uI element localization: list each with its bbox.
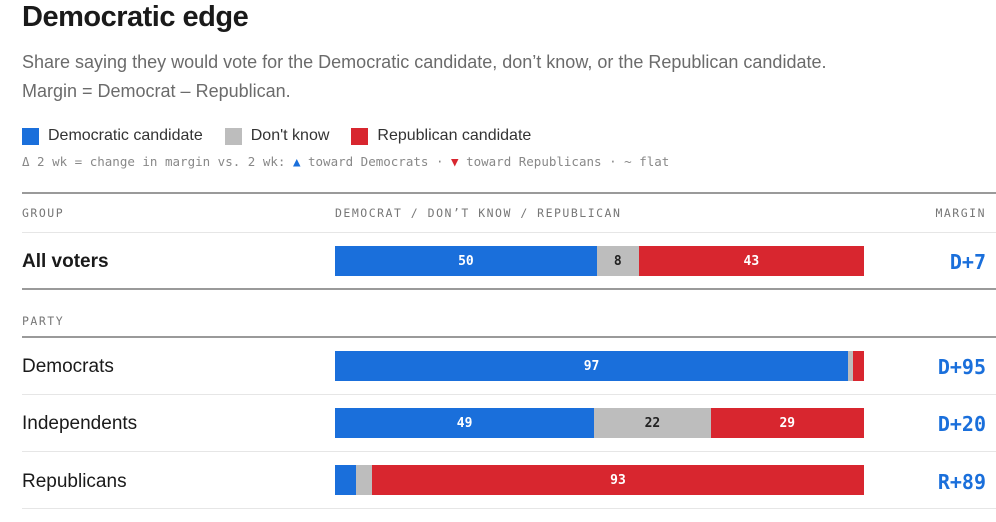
delta-note-separator: · — [435, 154, 444, 169]
bar-segment-democrat — [335, 465, 357, 495]
legend-label-democratic: Democratic candidate — [48, 127, 203, 144]
bar-segment-dont-know — [848, 351, 854, 381]
bar-democrats: 97 — [335, 351, 864, 381]
legend-label-dont-know: Don't know — [250, 127, 330, 144]
bar-segment-democrat: 49 — [335, 408, 595, 438]
section-label-party: PARTY — [22, 314, 65, 328]
bar-segment-republican: 93 — [372, 465, 864, 495]
bar-segment-dont-know: 22 — [594, 408, 711, 438]
column-header-group: GROUP — [22, 206, 65, 220]
legend-item-democratic: Democratic candidate — [22, 127, 203, 145]
chart-title: Democratic edge — [22, 1, 249, 33]
delta-note-up-text: toward Democrats — [308, 154, 429, 169]
row-divider — [22, 451, 996, 452]
triangle-up-icon: ▲ — [292, 154, 301, 169]
bar-republicans: 93 — [335, 465, 864, 495]
bar-segment-republican: 43 — [638, 246, 864, 276]
margin-all-voters: D+7 — [949, 250, 986, 274]
legend: Democratic candidate Don't know Republic… — [22, 125, 553, 147]
delta-note-prefix: Δ 2 wk = change in margin vs. 2 wk: — [22, 154, 286, 169]
row-divider — [22, 394, 996, 395]
legend-item-republican: Republican candidate — [351, 127, 531, 145]
delta-note-down-text: toward Republicans — [466, 154, 602, 169]
legend-item-dont-know: Don't know — [224, 127, 330, 145]
margin-independents: D+20 — [937, 412, 986, 436]
bar-segment-republican — [853, 351, 864, 381]
chart-subtitle: Share saying they would vote for the Dem… — [22, 52, 827, 101]
row-label-democrats: Democrats — [22, 356, 114, 377]
section-rule-top — [22, 288, 996, 290]
bar-independents: 49 22 29 — [335, 408, 864, 438]
delta-note: Δ 2 wk = change in margin vs. 2 wk: ▲ to… — [22, 154, 669, 169]
column-header-bars: DEMOCRAT / DON’T KNOW / REPUBLICAN — [335, 206, 622, 220]
delta-note-separator: · — [609, 154, 617, 169]
delta-note-flat-text: ~ flat — [624, 154, 670, 169]
legend-swatch-dont-know — [224, 127, 242, 145]
margin-republicans: R+89 — [937, 470, 986, 494]
section-rule-bottom — [22, 336, 996, 338]
row-label-all-voters: All voters — [22, 251, 109, 272]
bar-segment-republican: 29 — [710, 408, 864, 438]
row-label-independents: Independents — [22, 413, 138, 434]
row-label-republicans: Republicans — [22, 471, 127, 492]
row-divider — [22, 508, 996, 509]
bar-segment-dont-know — [356, 465, 373, 495]
bar-segment-democrat: 97 — [335, 351, 849, 381]
legend-swatch-republican — [351, 127, 369, 145]
margin-democrats: D+95 — [937, 355, 986, 379]
column-header-rule — [22, 232, 996, 233]
column-header-margin: MARGIN — [935, 206, 986, 220]
header-rule — [22, 192, 996, 194]
legend-swatch-democratic — [22, 127, 39, 145]
bar-all-voters: 50 8 43 — [335, 246, 864, 276]
bar-segment-democrat: 50 — [335, 246, 597, 276]
bar-segment-dont-know: 8 — [596, 246, 639, 276]
triangle-down-icon: ▼ — [451, 154, 459, 169]
legend-label-republican: Republican candidate — [377, 127, 532, 144]
